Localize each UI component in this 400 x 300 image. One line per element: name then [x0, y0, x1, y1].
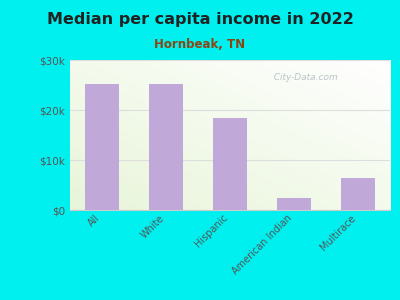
Text: Median per capita income in 2022: Median per capita income in 2022 — [46, 12, 354, 27]
Text: City-Data.com: City-Data.com — [268, 74, 338, 82]
Bar — [85, 84, 119, 210]
Text: Hornbeak, TN: Hornbeak, TN — [154, 38, 246, 50]
Bar — [341, 178, 375, 210]
Bar — [149, 84, 183, 210]
Bar — [277, 197, 311, 210]
Bar — [213, 118, 247, 210]
